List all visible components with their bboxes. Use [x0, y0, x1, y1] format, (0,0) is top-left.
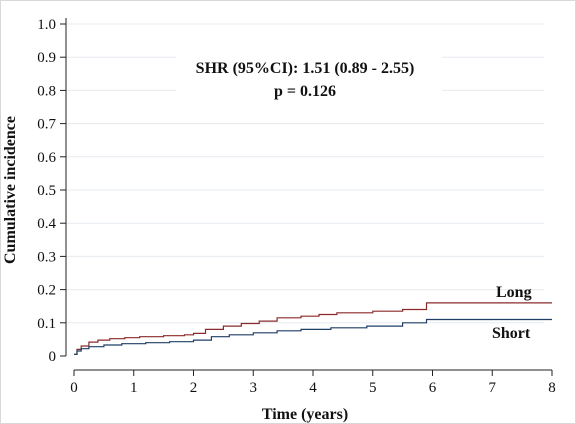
y-tick-label: 1.0: [37, 17, 56, 33]
y-axis-label: Cumulative incidence: [2, 116, 19, 264]
series-lines: [74, 302, 552, 355]
series-line-long: [74, 302, 552, 355]
x-axis-ticks: 0 1 2 3 4 5 6 7 8: [70, 370, 556, 396]
y-tick-label: 0.6: [37, 150, 56, 166]
x-tick-label: 4: [309, 380, 317, 396]
y-tick-label: 0.3: [37, 249, 56, 265]
shr-annotation: SHR (95%CI): 1.51 (0.89 - 2.55): [196, 60, 415, 77]
x-tick-label: 2: [190, 380, 198, 396]
y-tick-label: 0.1: [37, 316, 56, 332]
series-label-long: Long: [496, 284, 532, 301]
y-tick-label: 0.9: [37, 50, 56, 66]
x-tick-label: 3: [250, 380, 258, 396]
x-tick-label: 8: [548, 380, 556, 396]
p-value-annotation: p = 0.126: [274, 83, 336, 100]
series-label-short: Short: [492, 325, 531, 342]
x-tick-label: 6: [429, 380, 437, 396]
x-tick-label: 1: [130, 380, 138, 396]
y-tick-label: 0.8: [37, 83, 56, 99]
x-axis-label: Time (years): [262, 406, 348, 423]
x-tick-label: 7: [489, 380, 497, 396]
y-tick-label: 0.4: [37, 216, 56, 232]
y-axis-ticks: 0 0.1 0.2 0.3 0.4 0.5 0.6 0.7 0.8 0.9 1.0: [37, 17, 66, 365]
y-tick-label: 0.2: [37, 283, 56, 299]
series-line-short: [74, 318, 552, 355]
y-tick-label: 0.7: [37, 117, 56, 133]
x-tick-label: 5: [369, 380, 377, 396]
y-tick-label: 0.5: [37, 183, 56, 199]
annotation-box: [176, 56, 442, 100]
y-tick-label: 0: [49, 349, 57, 365]
x-tick-label: 0: [70, 380, 78, 396]
